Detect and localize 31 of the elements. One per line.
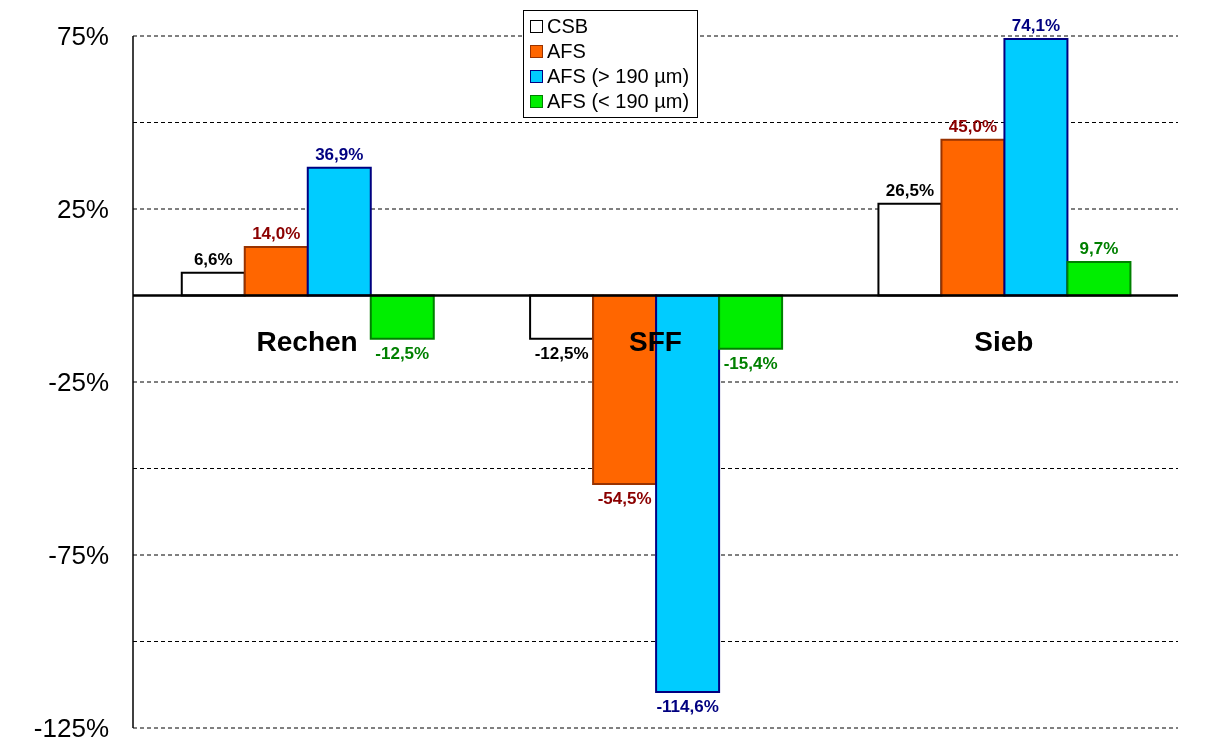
y-tick-label: 25% [56,194,109,225]
data-label: 6,6% [193,249,233,269]
y-tick-label: -75% [48,540,109,571]
x-tick-label: Rechen [256,325,358,357]
data-label: -54,5% [597,489,652,509]
bar [243,246,309,297]
bar [306,166,372,297]
data-label: -15,4% [723,353,778,373]
data-label: 36,9% [315,144,364,164]
data-label: 14,0% [252,224,301,244]
data-label: -114,6% [656,697,719,717]
legend-label: CSB [547,14,589,39]
data-label: -12,5% [534,343,589,363]
legend-label: AFS [547,39,586,64]
data-label: 9,7% [1079,238,1119,258]
bar [718,294,784,350]
y-tick-label: 75% [56,21,109,52]
data-label: 26,5% [885,180,935,200]
y-tick-label: -25% [48,367,109,398]
legend-label: AFS (< 190 µm) [547,89,690,114]
bar [1003,38,1069,297]
data-label: 74,1% [1011,16,1061,36]
x-tick-label: SFF [629,325,682,357]
data-label: -12,5% [375,343,430,363]
bar [1066,260,1132,297]
bar [369,294,435,340]
legend-label: AFS (> 190 µm) [547,64,690,89]
data-label: 45,0% [948,116,998,136]
y-tick-label: -125% [33,713,109,744]
bar [940,138,1006,297]
x-tick-label: Sieb [974,325,1034,357]
